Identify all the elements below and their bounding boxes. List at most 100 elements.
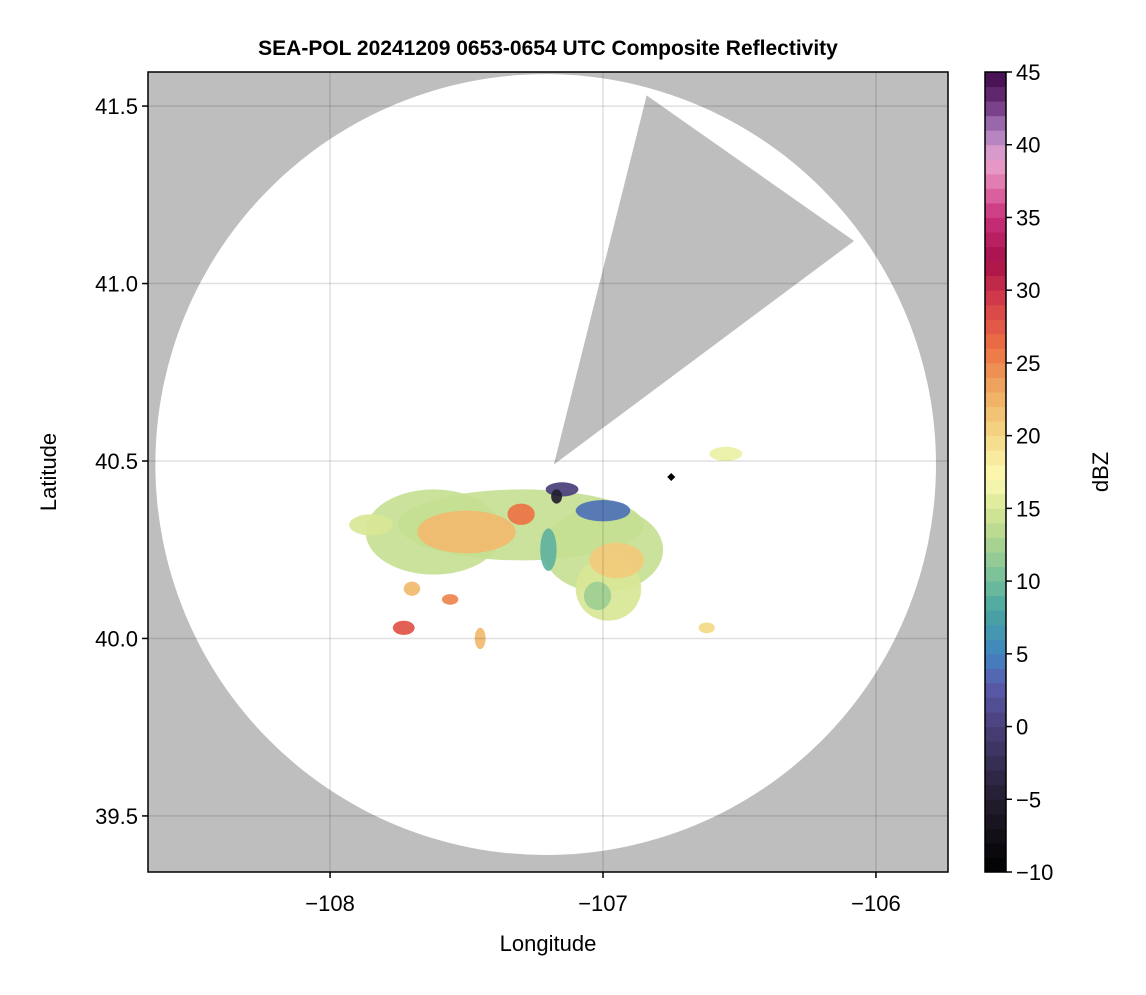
colorbar-segment xyxy=(985,392,1006,408)
reflectivity-echo xyxy=(540,528,557,572)
colorbar-tick-label: 20 xyxy=(1016,424,1040,449)
colorbar-segment xyxy=(985,217,1006,233)
colorbar-segment xyxy=(985,101,1006,117)
y-tick-label: 40.5 xyxy=(95,449,138,474)
radar-marker xyxy=(667,472,676,481)
colorbar-segment xyxy=(985,377,1006,393)
y-tick-label: 40.0 xyxy=(95,626,138,651)
reflectivity-echo xyxy=(709,446,743,461)
colorbar-segment xyxy=(985,435,1006,451)
colorbar-tick-label: 40 xyxy=(1016,133,1040,158)
colorbar-segment xyxy=(985,842,1006,858)
colorbar-segment xyxy=(985,741,1006,757)
colorbar-segment xyxy=(985,624,1006,640)
y-tick-label: 41.0 xyxy=(95,272,138,297)
colorbar-segment xyxy=(985,857,1006,873)
colorbar-segment xyxy=(985,479,1006,495)
colorbar-segment xyxy=(985,697,1006,713)
reflectivity-echo xyxy=(474,627,486,650)
x-tick-label: −108 xyxy=(305,891,355,916)
colorbar: −10 −5 0 5 10 15 20 25 30 35 40 45 xyxy=(984,60,1053,885)
colorbar-segment xyxy=(985,275,1006,291)
colorbar-segment xyxy=(985,319,1006,335)
colorbar-segment xyxy=(985,406,1006,422)
y-axis-label: Latitude xyxy=(36,433,61,511)
blocked-sector xyxy=(553,95,855,465)
x-axis-label: Longitude xyxy=(500,931,597,956)
colorbar-segment xyxy=(985,144,1006,160)
colorbar-segment xyxy=(985,130,1006,146)
colorbar-segment xyxy=(985,72,1006,88)
x-tick-label: −107 xyxy=(578,891,628,916)
x-axis: −108 −107 −106 xyxy=(305,872,901,916)
colorbar-segment xyxy=(985,421,1006,437)
colorbar-segment xyxy=(985,362,1006,378)
colorbar-segment xyxy=(985,115,1006,131)
colorbar-segment xyxy=(985,188,1006,204)
colorbar-tick-label: 35 xyxy=(1016,205,1040,230)
colorbar-segment xyxy=(985,304,1006,320)
plot-frame xyxy=(147,71,949,873)
reflectivity-echo xyxy=(551,489,563,504)
x-tick-label: −106 xyxy=(851,891,901,916)
y-axis: 39.5 40.0 40.5 41.0 41.5 xyxy=(95,94,148,829)
y-tick-label: 39.5 xyxy=(95,804,138,829)
colorbar-segment xyxy=(985,173,1006,189)
colorbar-segment xyxy=(985,799,1006,815)
reflectivity-echo xyxy=(507,503,535,525)
reflectivity-echo xyxy=(583,581,612,611)
colorbar-segment xyxy=(985,581,1006,597)
colorbar-segment xyxy=(985,610,1006,626)
colorbar-tick-label: 25 xyxy=(1016,351,1040,376)
colorbar-segment xyxy=(985,537,1006,553)
colorbar-segment xyxy=(985,668,1006,684)
colorbar-segment xyxy=(985,246,1006,262)
colorbar-segment xyxy=(985,566,1006,582)
colorbar-segment xyxy=(985,755,1006,771)
colorbar-segment xyxy=(985,522,1006,538)
colorbar-tick-label: 5 xyxy=(1016,642,1028,667)
colorbar-segment xyxy=(985,682,1006,698)
colorbar-segment xyxy=(985,508,1006,524)
colorbar-segment xyxy=(985,333,1006,349)
colorbar-segment xyxy=(985,493,1006,509)
plot-area xyxy=(148,72,948,872)
colorbar-tick-label: 45 xyxy=(1016,60,1040,85)
reflectivity-echo xyxy=(392,620,415,635)
colorbar-segment xyxy=(985,653,1006,669)
colorbar-label: dBZ xyxy=(1088,452,1113,492)
reflectivity-echo xyxy=(349,514,393,536)
reflectivity-echo xyxy=(545,482,579,497)
colorbar-segment xyxy=(985,86,1006,102)
colorbar-segment xyxy=(985,261,1006,277)
reflectivity-echo xyxy=(575,500,631,522)
colorbar-segment xyxy=(985,348,1006,364)
colorbar-segment xyxy=(985,828,1006,844)
colorbar-tick-label: 10 xyxy=(1016,569,1040,594)
colorbar-segment xyxy=(985,770,1006,786)
reflectivity-echo xyxy=(698,622,715,634)
colorbar-segment xyxy=(985,159,1006,175)
colorbar-segment xyxy=(985,450,1006,466)
colorbar-segment xyxy=(985,202,1006,218)
chart-title: SEA-POL 20241209 0653-0654 UTC Composite… xyxy=(258,37,838,60)
colorbar-tick-label: 0 xyxy=(1016,715,1028,740)
colorbar-segment xyxy=(985,784,1006,800)
reflectivity-echo xyxy=(441,594,459,605)
reflectivity-echo xyxy=(417,510,516,554)
colorbar-tick-label: 15 xyxy=(1016,496,1040,521)
colorbar-segment xyxy=(985,813,1006,829)
colorbar-frame xyxy=(984,71,1007,873)
y-tick-label: 41.5 xyxy=(95,94,138,119)
colorbar-segment xyxy=(985,712,1006,728)
colorbar-segment xyxy=(985,552,1006,568)
reflectivity-echo xyxy=(403,581,421,596)
colorbar-tick-label: −5 xyxy=(1016,787,1041,812)
colorbar-segment xyxy=(985,726,1006,742)
colorbar-segment xyxy=(985,595,1006,611)
colorbar-tick-label: −10 xyxy=(1016,860,1053,885)
reflectivity-echo xyxy=(589,542,644,579)
colorbar-segment xyxy=(985,290,1006,306)
radar-coverage xyxy=(155,74,936,855)
